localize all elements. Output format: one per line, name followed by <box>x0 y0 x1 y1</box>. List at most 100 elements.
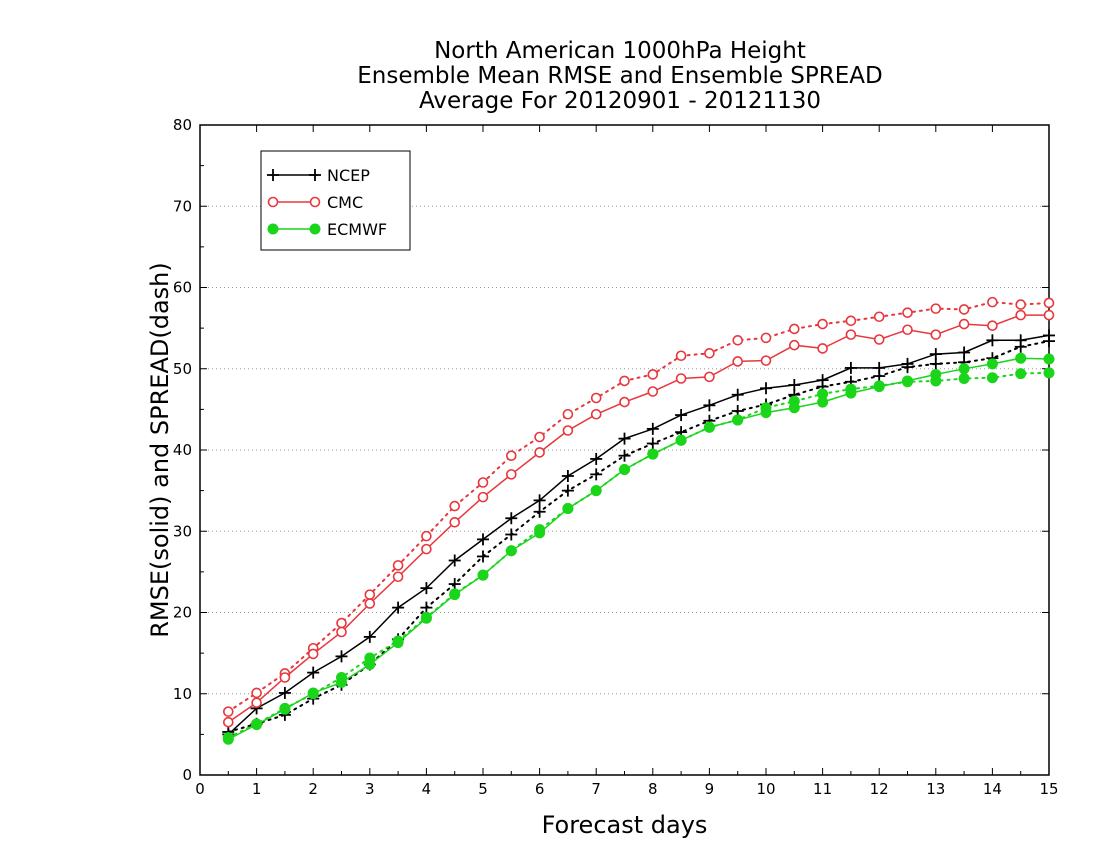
legend-item-ecmwf: ECMWF <box>267 220 387 239</box>
point-cmc-spread-7 <box>421 530 432 542</box>
legend-marker-left-ecmwf <box>267 223 279 235</box>
point-ncep-rmse-20 <box>788 379 801 391</box>
point-ecmwf-rmse-8 <box>449 589 461 601</box>
point-ecmwf-rmse-18 <box>732 414 744 426</box>
series-ncep-rmse-line <box>227 334 1050 735</box>
point-ncep-rmse-21 <box>816 374 829 387</box>
point-cmc-spread-6 <box>392 560 404 571</box>
point-cmc-spread-17 <box>704 348 715 359</box>
point-ncep-rmse-25 <box>929 348 942 361</box>
legend-label-ncep: NCEP <box>327 166 370 185</box>
point-cmc-rmse-25 <box>930 329 942 340</box>
x-tick-label-6: 6 <box>535 780 545 798</box>
y-tick-label-0: 0 <box>182 766 192 784</box>
legend-marker-left-ncep <box>267 169 279 181</box>
point-ecmwf-spread-28 <box>1015 368 1027 380</box>
legend-box <box>260 150 411 251</box>
point-ecmwf-rmse-17 <box>703 421 715 433</box>
point-cmc-spread-24 <box>902 307 913 318</box>
point-ncep-rmse-5 <box>363 630 376 643</box>
point-ncep-spread-10 <box>505 528 518 541</box>
point-cmc-rmse-18 <box>732 356 744 367</box>
point-cmc-rmse-7 <box>421 543 432 555</box>
point-cmc-spread-18 <box>732 335 744 346</box>
point-cmc-spread-13 <box>590 392 602 404</box>
point-cmc-spread-1 <box>251 687 262 699</box>
point-ecmwf-rmse-22 <box>845 387 857 399</box>
point-cmc-rmse-9 <box>477 491 489 503</box>
point-ncep-rmse-28 <box>1014 334 1027 347</box>
point-cmc-spread-21 <box>817 318 828 330</box>
point-ecmwf-rmse-25 <box>930 368 942 380</box>
point-ncep-spread-8 <box>448 578 461 591</box>
point-ncep-rmse-14 <box>618 432 631 445</box>
y-tick-label-70: 70 <box>173 197 192 215</box>
point-ecmwf-rmse-13 <box>590 485 602 497</box>
y-tick-label-80: 80 <box>173 116 192 134</box>
point-ncep-rmse-29 <box>1043 329 1055 342</box>
point-ecmwf-rmse-16 <box>675 434 687 446</box>
point-cmc-spread-0 <box>223 706 234 717</box>
point-cmc-spread-19 <box>760 332 772 344</box>
series-ecmwf-rmse-line <box>227 357 1050 740</box>
x-tick-label-9: 9 <box>705 780 715 798</box>
point-cmc-spread-11 <box>534 431 545 443</box>
point-ecmwf-rmse-11 <box>534 527 546 539</box>
point-ncep-rmse-16 <box>675 409 688 422</box>
y-tick-label-20: 20 <box>173 604 192 622</box>
x-tick-label-8: 8 <box>648 780 658 798</box>
point-ecmwf-rmse-28 <box>1015 352 1027 364</box>
point-ncep-spread-7 <box>420 601 433 614</box>
x-tick-label-4: 4 <box>422 780 432 798</box>
x-tick-label-1: 1 <box>252 780 262 798</box>
legend-marker-right-ecmwf <box>309 223 321 235</box>
point-ecmwf-rmse-4 <box>336 676 347 688</box>
point-ncep-rmse-10 <box>505 512 518 525</box>
series-cmc <box>223 296 1055 728</box>
point-ncep-spread-13 <box>590 468 603 481</box>
point-ecmwf-rmse-29 <box>1043 353 1055 365</box>
point-cmc-rmse-1 <box>251 697 262 708</box>
point-cmc-spread-27 <box>987 296 998 308</box>
point-ecmwf-rmse-7 <box>420 612 432 624</box>
point-ncep-rmse-6 <box>392 601 405 614</box>
series-ncep-spread-line <box>227 340 1050 733</box>
point-ncep-rmse-18 <box>731 388 744 401</box>
chart-title-line-1: North American 1000hPa Height <box>434 38 806 64</box>
point-cmc-rmse-16 <box>675 373 687 384</box>
point-cmc-rmse-12 <box>562 425 574 436</box>
point-cmc-rmse-4 <box>336 626 347 638</box>
point-ncep-rmse-3 <box>307 666 320 679</box>
x-axis-label: Forecast days <box>542 811 708 839</box>
point-cmc-rmse-14 <box>619 396 630 408</box>
point-ecmwf-rmse-14 <box>619 464 630 475</box>
chart-title-line-2: Ensemble Mean RMSE and Ensemble SPREAD <box>357 63 882 89</box>
legend-item-ncep: NCEP <box>267 166 370 185</box>
point-cmc-rmse-24 <box>902 324 913 336</box>
point-cmc-spread-15 <box>647 369 659 380</box>
point-cmc-rmse-27 <box>987 320 998 331</box>
point-ncep-spread-9 <box>477 550 489 563</box>
y-tick-label-50: 50 <box>173 360 192 378</box>
legend-marker-right-ncep <box>309 169 321 181</box>
point-ncep-rmse-15 <box>646 422 659 435</box>
point-ecmwf-rmse-24 <box>902 375 913 387</box>
x-tick-label-15: 15 <box>1039 780 1058 798</box>
point-ecmwf-rmse-12 <box>562 503 574 514</box>
point-ncep-spread-14 <box>618 449 631 462</box>
x-tick-label-3: 3 <box>365 780 375 798</box>
point-ecmwf-rmse-1 <box>251 719 263 731</box>
point-ncep-rmse-4 <box>335 650 348 663</box>
point-cmc-rmse-17 <box>704 371 715 383</box>
y-axis: 0 10 20 30 40 50 60 70 80 <box>173 116 1049 784</box>
x-axis: 0 1 2 3 4 5 6 7 8 9 10 11 12 13 14 15 <box>195 125 1059 798</box>
point-cmc-rmse-15 <box>647 386 659 397</box>
point-cmc-rmse-13 <box>590 408 602 420</box>
point-cmc-rmse-10 <box>505 469 517 480</box>
point-ncep-rmse-13 <box>590 452 603 465</box>
y-tick-label-30: 30 <box>173 522 192 540</box>
point-cmc-rmse-6 <box>392 571 404 583</box>
point-ecmwf-rmse-19 <box>760 407 772 419</box>
point-cmc-spread-5 <box>364 589 376 600</box>
